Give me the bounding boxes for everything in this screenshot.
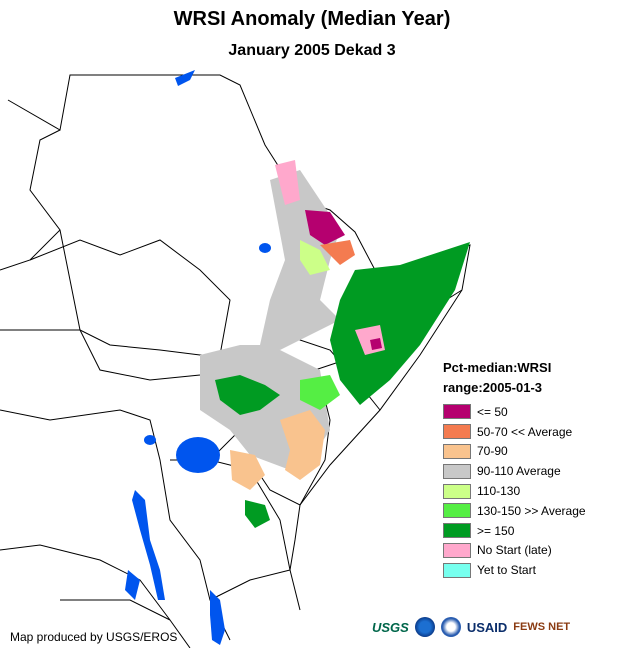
legend-swatch bbox=[443, 404, 471, 420]
legend-label: 50-70 << Average bbox=[477, 424, 573, 439]
area-light-green bbox=[300, 240, 330, 275]
logo-strip: USGS USAID FEWS NET bbox=[372, 617, 570, 637]
legend-item: 130-150 >> Average bbox=[443, 501, 586, 521]
fews-logo-text: FEWS NET bbox=[513, 621, 571, 633]
boundary-kenya bbox=[249, 379, 331, 506]
legend-item: 110-130 bbox=[443, 481, 586, 501]
boundary-sudan bbox=[29, 239, 231, 356]
legend-label: Yet to Start bbox=[477, 563, 536, 578]
legend-swatch bbox=[443, 562, 471, 578]
map-title: WRSI Anomaly (Median Year) bbox=[173, 8, 451, 30]
nasa-seal-icon bbox=[440, 617, 461, 637]
legend-label: 70-90 bbox=[477, 444, 508, 459]
boundary-south bbox=[60, 599, 171, 621]
legend-label: No Start (late) bbox=[477, 543, 552, 558]
legend-item: 90-110 Average bbox=[443, 461, 586, 481]
area-above-lake bbox=[300, 375, 340, 410]
fews-logo: FEWS NET bbox=[513, 621, 570, 633]
legend-item: No Start (late) bbox=[443, 541, 586, 561]
legend-item: 50-70 << Average bbox=[443, 422, 586, 442]
legend-swatch bbox=[443, 523, 471, 539]
legend-item: >= 150 bbox=[443, 521, 586, 541]
map-subtitle: January 2005 Dekad 3 bbox=[228, 42, 396, 59]
boundary-west bbox=[0, 129, 61, 271]
area-severe-north bbox=[305, 210, 345, 245]
lake-small-3 bbox=[144, 435, 156, 445]
area-above-west bbox=[215, 375, 280, 415]
area-below-north bbox=[320, 240, 355, 265]
lake-victoria bbox=[176, 437, 220, 473]
lake-tanganyika bbox=[132, 490, 165, 600]
legend-items: <= 50 50-70 << Average 70-90 90-110 Average… bbox=[443, 402, 586, 580]
area-below-kenya bbox=[280, 410, 325, 480]
lake-malawi bbox=[210, 590, 225, 645]
noaa-seal-icon bbox=[414, 617, 435, 637]
legend-item: 70-90 bbox=[443, 442, 586, 462]
lake-small-1 bbox=[259, 243, 271, 253]
boundary-congo bbox=[0, 409, 231, 641]
legend-label: <= 50 bbox=[477, 404, 508, 419]
boundary-southwest bbox=[0, 544, 191, 648]
legend-label: 90-110 Average bbox=[477, 464, 561, 479]
area-above-horn bbox=[330, 242, 470, 405]
usgs-logo-text: USGS bbox=[372, 619, 409, 635]
legend-swatch bbox=[443, 443, 471, 459]
area-nostart-north bbox=[275, 160, 300, 205]
lake-nile bbox=[125, 570, 140, 600]
legend-swatch bbox=[443, 463, 471, 479]
boundary-chad bbox=[59, 229, 220, 356]
lake-red-sea-1 bbox=[175, 70, 195, 86]
credit-text: Map produced by USGS/EROS bbox=[10, 630, 178, 644]
legend-heading-1: Pct-median:WRSI bbox=[443, 360, 552, 375]
legend-item: Yet to Start bbox=[443, 560, 586, 580]
legend-heading-2: range:2005-01-3 bbox=[443, 380, 542, 395]
area-below-tanzania bbox=[230, 450, 265, 490]
legend-swatch bbox=[443, 424, 471, 440]
legend-swatch bbox=[443, 483, 471, 499]
legend-label: >= 150 bbox=[477, 523, 515, 538]
map-legend: Pct-median:WRSI range:2005-01-3 <= 50 50-… bbox=[443, 358, 586, 580]
legend-item: <= 50 bbox=[443, 402, 586, 422]
legend-label: 110-130 bbox=[477, 484, 521, 499]
usaid-logo-text: USAID bbox=[466, 619, 508, 635]
boundary-car bbox=[0, 329, 231, 381]
area-mid-green-tz bbox=[245, 500, 270, 528]
area-dark-pink bbox=[370, 338, 382, 350]
legend-swatch bbox=[443, 542, 471, 558]
legend-swatch bbox=[443, 503, 471, 519]
usgs-logo: USGS bbox=[372, 620, 409, 635]
legend-label: 130-150 >> Average bbox=[477, 503, 586, 518]
usaid-logo: USAID bbox=[467, 620, 507, 635]
